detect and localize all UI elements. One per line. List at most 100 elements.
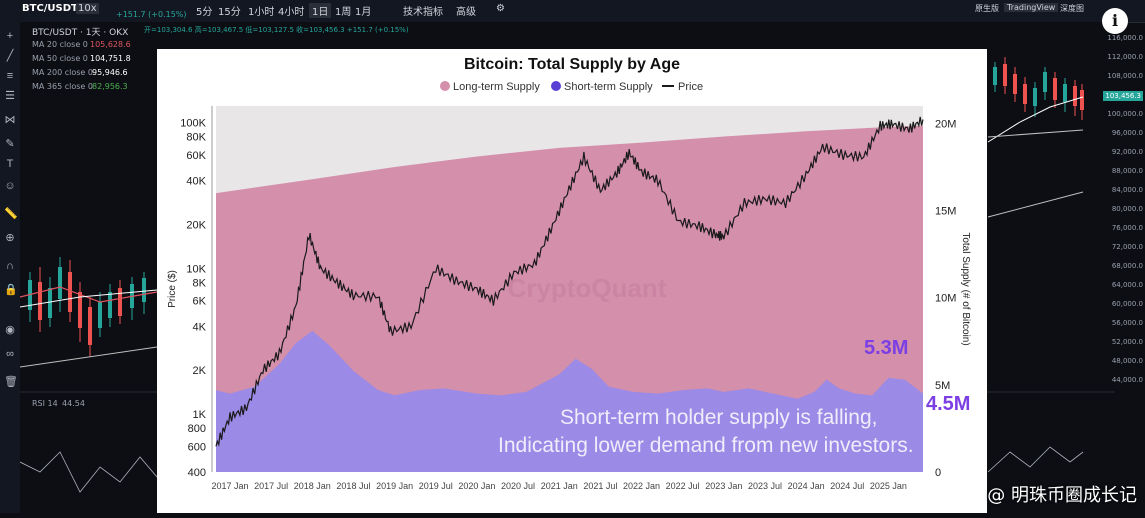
legend-swatch-short-term xyxy=(551,81,561,91)
x-axis-tick: 2020 Jul xyxy=(501,481,535,491)
left-axis-tick: 10K xyxy=(186,263,206,275)
left-axis-tick: 400 xyxy=(188,467,206,479)
ohlc-readout: 开=103,304.6 高=103,467.5 低=103,127.5 收=10… xyxy=(144,26,409,34)
trendline-icon[interactable]: ╱ xyxy=(6,50,14,62)
x-axis-tick: 2017 Jul xyxy=(254,481,288,491)
right-axis-tick: 0 xyxy=(935,467,941,479)
price-axis-tick: 96,000.0 xyxy=(1111,129,1143,137)
left-axis-label: Price ($) xyxy=(167,270,178,308)
x-axis-tick: 2023 Jul xyxy=(748,481,782,491)
ma-20-value: 105,628.6 xyxy=(90,40,131,49)
link-icon[interactable]: ∞ xyxy=(6,348,14,360)
text-icon[interactable]: T xyxy=(6,158,14,170)
zoom-icon[interactable]: ⊕ xyxy=(5,232,15,244)
price-axis-tick: 68,000.0 xyxy=(1111,262,1143,270)
drawing-tools-sidebar: + ╱ ≡ ☰ ⋈ ✎ T ☺ 📏 ⊕ ∩ 🔒 ◉ ∞ 🗑 xyxy=(0,22,21,513)
price-axis-tick: 92,000.0 xyxy=(1111,148,1143,156)
left-axis-tick: 60K xyxy=(186,150,206,162)
symbol-header: BTC/USDT · 1天 · OKX xyxy=(32,28,129,38)
price-axis-tick: 84,000.0 xyxy=(1111,186,1143,194)
magnet-icon[interactable]: ∩ xyxy=(6,260,14,272)
price-axis-tick: 116,000.0 xyxy=(1107,34,1143,42)
x-axis-tick: 2023 Jan xyxy=(705,481,742,491)
legend-label-long-term: Long-term Supply xyxy=(453,81,540,93)
advanced-button[interactable]: 高级 xyxy=(456,7,476,18)
price-axis-tick: 44,000.0 xyxy=(1111,376,1143,384)
price-axis-tick: 64,000.0 xyxy=(1111,281,1143,289)
caption-line-2: Indicating lower demand from new investo… xyxy=(498,434,914,457)
interval-1mo[interactable]: 1月 xyxy=(355,7,372,18)
supply-by-age-chart: CryptoQuant 100K 80K 60K 40K 20K 10K 8K 6K 4K 2K 1K… xyxy=(167,56,971,491)
right-axis-label: Total Supply (# of Bitcoin) xyxy=(960,232,971,345)
interval-1d[interactable]: 1日 xyxy=(309,3,332,18)
left-axis-tick: 800 xyxy=(188,423,206,435)
tab-tradingview[interactable]: TradingView xyxy=(1004,3,1059,12)
x-axis-tick: 2018 Jul xyxy=(336,481,370,491)
current-value-label: 4.5M xyxy=(926,393,971,415)
left-axis-tick: 1K xyxy=(193,409,207,421)
price-axis-tick: 112,000.0 xyxy=(1107,53,1143,61)
tab-native[interactable]: 原生版 xyxy=(975,4,999,13)
pattern-icon[interactable]: ⋈ xyxy=(4,114,16,126)
price-axis-tick: 56,000.0 xyxy=(1111,319,1143,327)
right-axis-tick: 10M xyxy=(935,293,956,305)
leverage-badge[interactable]: 10x xyxy=(76,3,99,14)
supply-by-age-card: CryptoQuant 100K 80K 60K 40K 20K 10K 8K 6K 4K 2K 1K… xyxy=(157,49,987,513)
interval-4h[interactable]: 4小时 xyxy=(278,7,305,18)
x-axis-tick: 2025 Jan xyxy=(870,481,907,491)
crosshair-icon[interactable]: + xyxy=(6,30,14,42)
info-icon[interactable]: i xyxy=(1102,8,1128,34)
x-axis-tick: 2019 Jan xyxy=(376,481,413,491)
brush-icon[interactable]: ✎ xyxy=(5,138,15,150)
author-watermark: @ 明珠币圈成长记 xyxy=(987,485,1137,506)
ma-200-label: MA 200 close 0 xyxy=(32,68,93,77)
interval-15m[interactable]: 15分 xyxy=(218,7,241,18)
x-axis-tick: 2019 Jul xyxy=(419,481,453,491)
long-term-supply-area xyxy=(216,125,923,473)
interval-1h[interactable]: 1小时 xyxy=(248,7,275,18)
left-axis-tick: 600 xyxy=(188,441,206,453)
trash-icon[interactable]: 🗑 xyxy=(4,376,18,388)
price-change: +151.7 (+0.15%) xyxy=(116,10,187,19)
price-axis-tick: 52,000.0 xyxy=(1111,338,1143,346)
interval-1w[interactable]: 1周 xyxy=(335,7,352,18)
interval-5m[interactable]: 5分 xyxy=(196,7,213,18)
right-axis-tick: 20M xyxy=(935,118,956,130)
x-axis-tick: 2024 Jan xyxy=(788,481,825,491)
left-axis-tick: 80K xyxy=(186,132,206,144)
eye-icon[interactable]: ◉ xyxy=(5,324,15,336)
x-axis-tick: 2021 Jan xyxy=(541,481,578,491)
price-axis-tick: 72,000.0 xyxy=(1111,243,1143,251)
legend-label-price: Price xyxy=(678,81,703,93)
x-axis-tick: 2021 Jul xyxy=(583,481,617,491)
price-tag: 103,456.3 xyxy=(1103,91,1143,101)
x-axis-tick: 2018 Jan xyxy=(294,481,331,491)
price-axis-tick: 48,000.0 xyxy=(1111,357,1143,365)
left-axis-tick: 2K xyxy=(193,365,207,377)
ma-50-value: 104,751.8 xyxy=(90,54,131,63)
left-axis-tick: 20K xyxy=(186,219,206,231)
horizontal-lines-icon[interactable]: ≡ xyxy=(6,70,14,82)
left-axis-tick: 4K xyxy=(193,321,207,333)
price-axis: 116,000.0112,000.0108,000.0104,000.0100,… xyxy=(1107,22,1145,513)
legend-label-short-term: Short-term Supply xyxy=(564,81,653,93)
ruler-icon[interactable]: 📏 xyxy=(4,208,18,220)
short-term-supply-area xyxy=(216,330,923,472)
indicators-button[interactable]: 技术指标 xyxy=(403,7,443,18)
symbol-label[interactable]: BTC/USDT xyxy=(22,3,78,14)
rsi-value: 44.54 xyxy=(62,399,85,408)
cryptoquant-watermark: CryptoQuant xyxy=(508,273,667,303)
lock-icon[interactable]: 🔒 xyxy=(4,284,18,296)
price-line xyxy=(215,116,924,447)
ma-50-label: MA 50 close 0 xyxy=(32,54,88,63)
settings-icon[interactable]: ⚙ xyxy=(496,3,505,14)
legend-swatch-long-term xyxy=(440,81,450,91)
fib-icon[interactable]: ☰ xyxy=(5,90,15,102)
price-axis-tick: 76,000.0 xyxy=(1111,224,1143,232)
top-toolbar: BTC/USDT 10x +151.7 (+0.15%) 5分 15分 1小时 … xyxy=(0,0,1145,23)
left-axis-tick: 6K xyxy=(193,296,207,308)
x-axis-tick: 2020 Jan xyxy=(458,481,495,491)
emoji-icon[interactable]: ☺ xyxy=(4,180,16,192)
tab-depth[interactable]: 深度图 xyxy=(1060,4,1084,13)
caption-line-1: Short-term holder supply is falling, xyxy=(560,406,878,429)
